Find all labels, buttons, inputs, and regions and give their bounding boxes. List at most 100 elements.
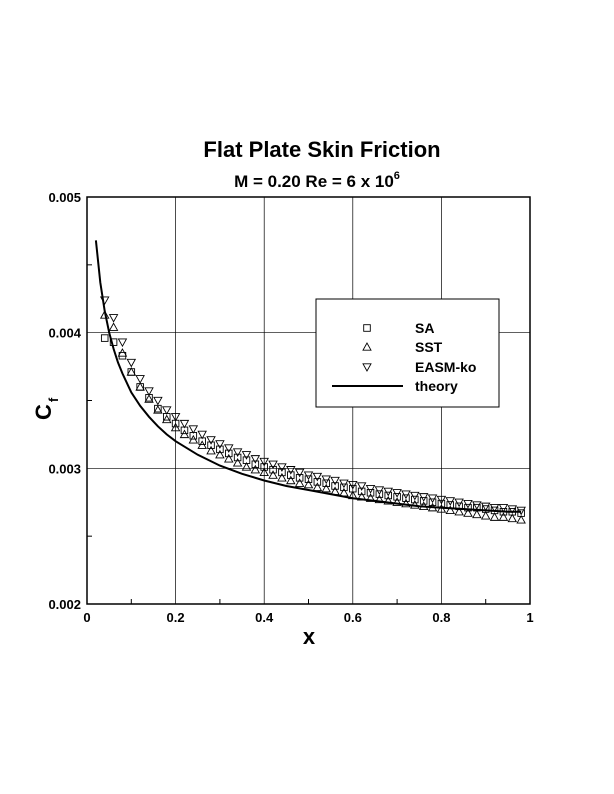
easm-ko-point	[117, 338, 128, 348]
easm-ko-point	[135, 375, 145, 384]
sst-point	[268, 470, 278, 479]
x-tick-label: 0	[83, 610, 90, 625]
easm-ko-point	[188, 425, 199, 434]
x-tick-label: 0.2	[167, 610, 185, 625]
easm-ko-point	[330, 476, 340, 486]
sst-point	[489, 512, 500, 521]
sa-point	[384, 491, 392, 500]
sa-point	[366, 489, 375, 497]
theory-series	[94, 240, 522, 513]
easm-ko-point	[348, 480, 358, 490]
sa-point	[455, 502, 463, 511]
sa-point	[340, 483, 348, 492]
easm-ko-point	[108, 314, 119, 323]
x-tick-label: 0.4	[255, 610, 274, 625]
y-tick-label: 0.004	[48, 326, 81, 341]
sst-point	[365, 493, 376, 502]
easm-ko-point	[507, 505, 518, 514]
easm-ko-point	[153, 396, 163, 406]
easm-ko-point	[161, 406, 172, 415]
sa-point	[287, 471, 295, 479]
sst-point	[516, 514, 526, 524]
sst-point	[294, 478, 305, 487]
sst-point	[179, 429, 190, 439]
sst-point	[498, 512, 509, 521]
y-tick-label: 0.002	[48, 597, 81, 612]
easm-ko-point	[223, 444, 234, 453]
easm-ko-point	[259, 457, 269, 467]
easm-ko-point	[365, 485, 376, 494]
easm-ko-point	[303, 471, 314, 481]
legend: SA SST EASM-ko theory	[315, 298, 500, 408]
easm-ko-point	[321, 475, 331, 485]
easm-ko-point	[463, 499, 473, 509]
sst-point	[144, 394, 154, 403]
sa-point	[207, 441, 215, 450]
sa-point	[411, 495, 419, 504]
easm-ko-point	[294, 468, 305, 478]
legend-sst-label: SST	[415, 339, 443, 355]
x-tick-label: 1	[526, 610, 533, 625]
easm-ko-point	[472, 501, 482, 510]
easm-ko-point	[392, 489, 402, 498]
sst-point	[383, 495, 394, 505]
sst-point	[135, 382, 145, 391]
easm-ko-point	[436, 495, 447, 505]
sa-point	[260, 463, 268, 471]
chart-subtitle-exponent: 6	[394, 170, 400, 182]
sa-point	[375, 490, 384, 498]
sa-point	[304, 475, 313, 483]
sst-point	[223, 453, 234, 463]
easm-ko-point	[232, 448, 243, 457]
easm-ko-point	[356, 482, 367, 491]
chart-subtitle-text: M = 0.20 Re = 6 x 10	[234, 172, 394, 191]
legend-easm-ko-label: EASM-ko	[415, 359, 476, 375]
sst-point	[241, 462, 252, 471]
y-axis-label-main: C	[31, 404, 56, 420]
easm-ko-point	[179, 419, 190, 429]
sst-point	[126, 367, 137, 376]
easm-ko-point	[516, 506, 526, 516]
sa-point	[331, 482, 339, 490]
sa-point	[428, 498, 437, 507]
easm-ko-point	[410, 491, 420, 501]
sst-point	[330, 486, 340, 496]
sst-point	[286, 475, 296, 485]
sa-point	[100, 334, 109, 342]
sa-point	[402, 494, 410, 502]
easm-ko-point	[339, 479, 349, 489]
sa-point	[499, 507, 508, 516]
sst-point	[463, 508, 473, 517]
sst-point	[188, 434, 199, 444]
legend-easm-ko-marker	[362, 363, 372, 372]
easm-ko-point	[312, 472, 323, 482]
chart-title: Flat Plate Skin Friction	[203, 137, 440, 162]
easm-ko-point	[445, 497, 456, 506]
sa-point	[216, 445, 224, 454]
sst-point	[472, 509, 482, 519]
easm-ko-point	[401, 490, 411, 500]
sst-point	[445, 505, 456, 515]
y-axis-label: C f	[31, 397, 61, 420]
sst-point	[197, 440, 207, 449]
sst-point	[303, 479, 314, 489]
sa-point	[109, 338, 118, 346]
sst-point	[206, 445, 216, 455]
sst-point	[215, 449, 225, 459]
easm-ko-point	[126, 358, 137, 368]
legend-box	[315, 298, 500, 408]
sa-point	[225, 449, 233, 458]
sst-point	[454, 506, 464, 516]
easm-ko-point	[454, 498, 464, 508]
sst-point	[374, 494, 385, 504]
sa-point	[251, 460, 260, 469]
easm-ko-point	[427, 494, 438, 504]
x-tick-label: 0.8	[432, 610, 450, 625]
legend-sa-marker	[363, 324, 371, 332]
sa-point	[322, 479, 330, 488]
sst-point	[321, 483, 331, 493]
theory-line	[94, 240, 522, 513]
easm-ko-point	[170, 413, 181, 422]
sst-point	[427, 502, 438, 512]
sa-point	[357, 487, 366, 496]
